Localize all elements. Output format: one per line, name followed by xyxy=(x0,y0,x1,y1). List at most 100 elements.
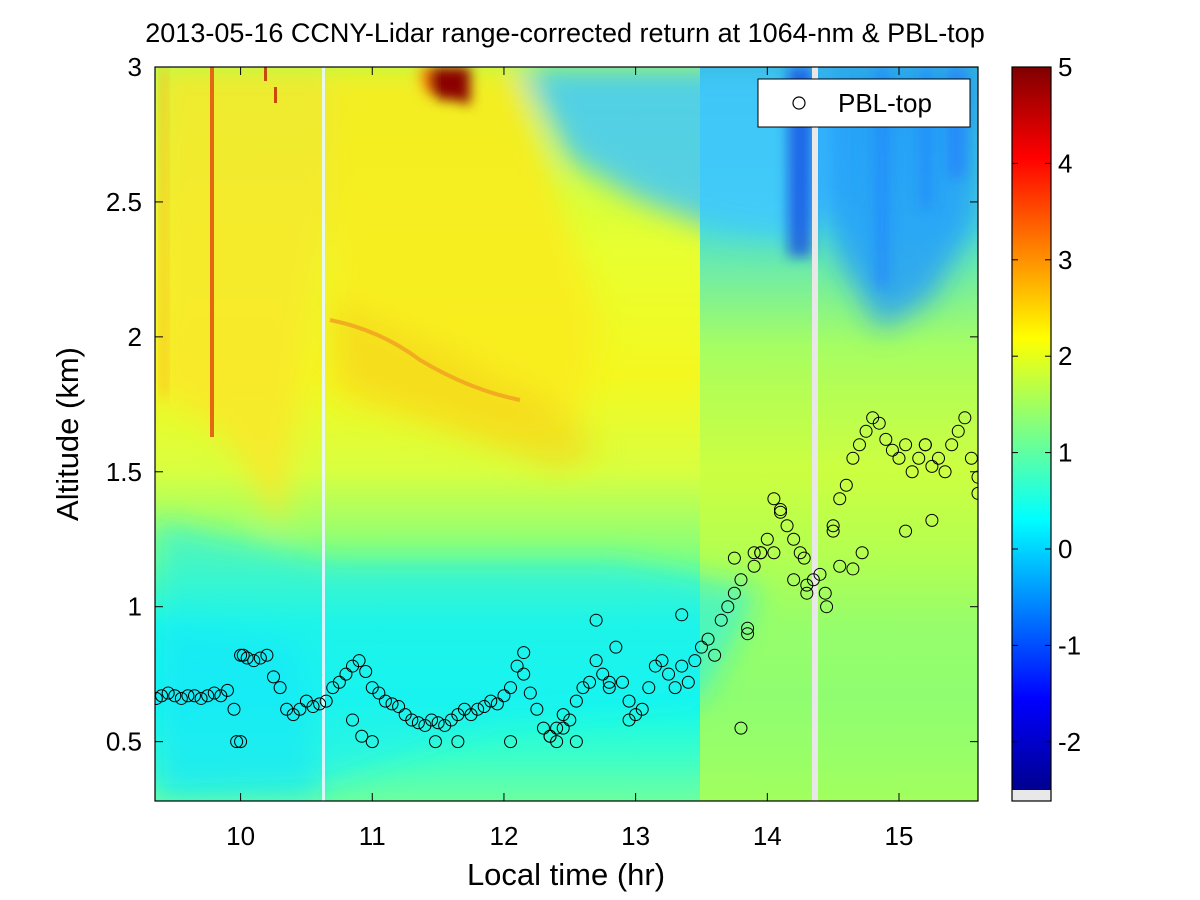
colorbar-nodata xyxy=(1012,790,1051,801)
pbl-point xyxy=(648,659,662,673)
colorbar-tick-label: 4 xyxy=(1058,148,1072,178)
y-tick-label: 2.5 xyxy=(106,187,142,217)
y-axis-label: Altitude (km) xyxy=(50,347,85,521)
pbl-point xyxy=(912,451,926,465)
pbl-point xyxy=(734,573,748,587)
pbl-point xyxy=(411,716,425,730)
pbl-point xyxy=(655,654,669,668)
pbl-point xyxy=(299,694,313,708)
pbl-point xyxy=(589,654,603,668)
pbl-point xyxy=(602,681,616,695)
pbl-point xyxy=(767,492,781,506)
pbl-point xyxy=(681,675,695,689)
x-axis-label: Local time (hr) xyxy=(467,857,665,892)
pbl-point xyxy=(918,438,932,452)
chart-title: 2013-05-16 CCNY-Lidar range-corrected re… xyxy=(145,18,984,48)
pbl-point xyxy=(326,681,340,695)
pbl-point xyxy=(457,702,471,716)
pbl-point xyxy=(734,721,748,735)
pbl-point xyxy=(490,697,504,711)
pbl-point xyxy=(247,654,261,668)
pbl-point xyxy=(220,683,234,697)
pbl-point xyxy=(313,697,327,711)
x-tick-label: 13 xyxy=(621,821,650,851)
pbl-point xyxy=(773,505,787,519)
pbl-point xyxy=(398,708,412,722)
pbl-point xyxy=(925,513,939,527)
pbl-point xyxy=(826,524,840,538)
pbl-point xyxy=(155,689,169,703)
pbl-point xyxy=(181,689,195,703)
pbl-point xyxy=(161,686,175,700)
pbl-point xyxy=(662,667,676,681)
pbl-point xyxy=(668,681,682,695)
pbl-point xyxy=(971,470,978,484)
pbl-point xyxy=(642,681,656,695)
pbl-point xyxy=(760,532,774,546)
pbl-point xyxy=(569,694,583,708)
pbl-point xyxy=(444,713,458,727)
x-tick-label: 11 xyxy=(359,821,386,851)
pbl-point xyxy=(550,735,564,749)
pbl-point xyxy=(385,697,399,711)
legend: PBL-top xyxy=(757,78,971,128)
pbl-point xyxy=(675,608,689,622)
pbl-point xyxy=(504,681,518,695)
pbl-point xyxy=(846,451,860,465)
pbl-series xyxy=(155,411,978,749)
pbl-point xyxy=(951,424,965,438)
pbl-point xyxy=(174,691,188,705)
pbl-point xyxy=(569,735,583,749)
pbl-point xyxy=(820,600,834,614)
colorbar-tick-label: -1 xyxy=(1058,630,1081,660)
pbl-point xyxy=(945,438,959,452)
y-axis: 0.5 1 1.5 2 2.5 3 xyxy=(106,52,978,757)
pbl-point xyxy=(286,708,300,722)
pbl-point xyxy=(352,654,366,668)
pbl-point xyxy=(885,443,899,457)
pbl-point xyxy=(879,432,893,446)
legend-marker xyxy=(792,96,806,110)
pbl-point xyxy=(428,735,442,749)
pbl-point xyxy=(971,486,978,500)
pbl-point xyxy=(471,702,485,716)
pbl-point xyxy=(925,459,939,473)
pbl-point xyxy=(787,532,801,546)
pbl-point xyxy=(517,667,531,681)
pbl-point xyxy=(622,713,636,727)
pbl-point xyxy=(583,675,597,689)
x-tick-label: 10 xyxy=(226,821,255,851)
pbl-point xyxy=(846,562,860,576)
pbl-point xyxy=(813,567,827,581)
pbl-point xyxy=(230,735,244,749)
pbl-point xyxy=(773,503,787,517)
pbl-point xyxy=(727,586,741,600)
pbl-point xyxy=(556,721,570,735)
pbl-point xyxy=(931,451,945,465)
pbl-point xyxy=(530,702,544,716)
y-tick-label: 3 xyxy=(128,52,142,82)
colorbar-frame xyxy=(1011,66,1052,802)
pbl-point xyxy=(365,681,379,695)
pbl-point xyxy=(201,689,215,703)
colorbar-ticks: -2 -1 0 1 2 3 4 5 xyxy=(1012,52,1081,757)
pbl-point xyxy=(431,716,445,730)
pbl-point xyxy=(418,718,432,732)
pbl-point xyxy=(523,686,537,700)
legend-label: PBL-top xyxy=(838,88,932,118)
pbl-point xyxy=(602,675,616,689)
pbl-point xyxy=(451,735,465,749)
pbl-point xyxy=(800,578,814,592)
pbl-point xyxy=(797,551,811,565)
pbl-point xyxy=(484,694,498,708)
pbl-point xyxy=(754,546,768,560)
pbl-point xyxy=(253,651,267,665)
pbl-point xyxy=(293,702,307,716)
pbl-point xyxy=(355,729,369,743)
pbl-point xyxy=(833,559,847,573)
pbl-point xyxy=(800,586,814,600)
pbl-point xyxy=(464,708,478,722)
pbl-point xyxy=(675,659,689,673)
pbl-point xyxy=(866,411,880,425)
pbl-point xyxy=(280,702,294,716)
